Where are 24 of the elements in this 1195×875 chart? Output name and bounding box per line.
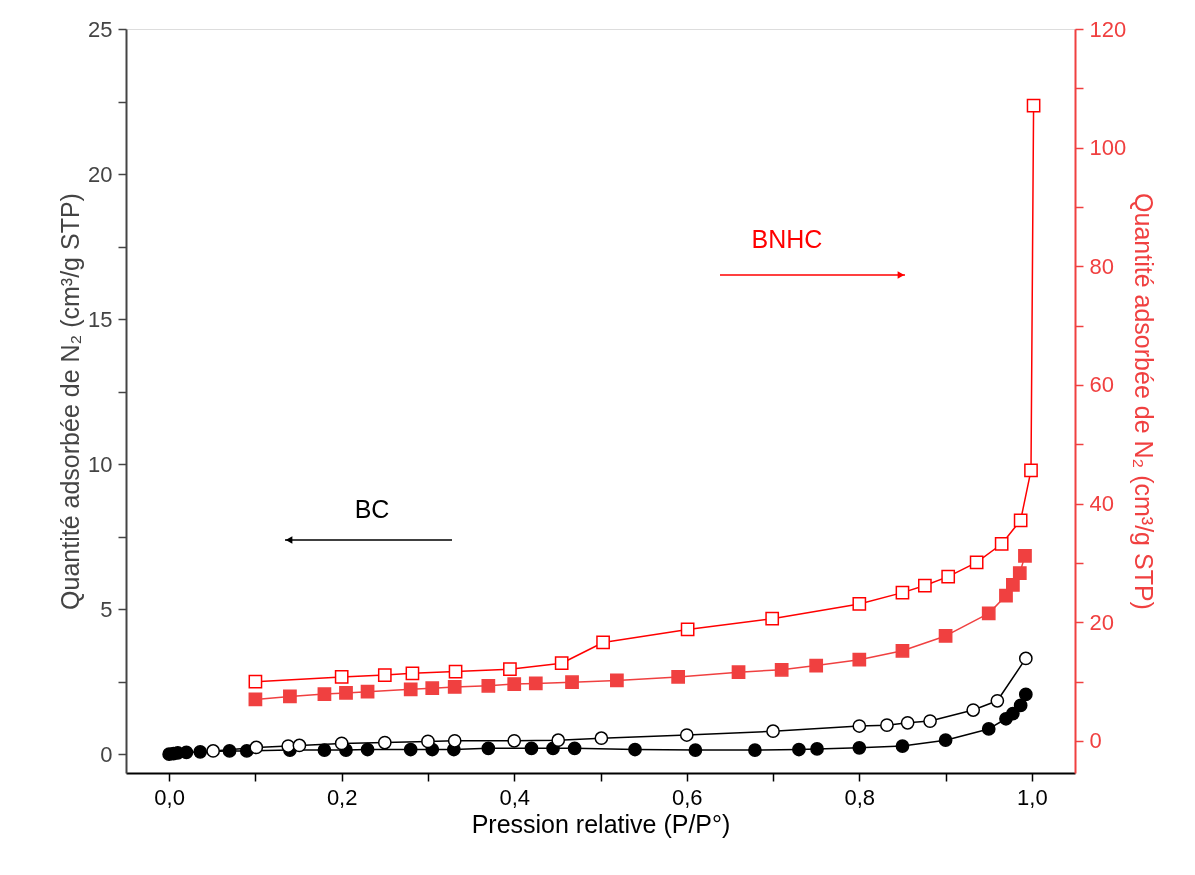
y-tick-label: 20	[88, 161, 113, 187]
x-axis-title: Pression relative (P/P°)	[471, 809, 731, 838]
annotation: BC	[354, 495, 390, 523]
y-tick-label: 5	[100, 596, 113, 622]
y2-tick-label: 0	[1089, 728, 1102, 754]
y-tick-label: 10	[88, 451, 113, 477]
y-tick-label: 25	[88, 16, 113, 42]
x-tick-label: 0,0	[154, 784, 185, 810]
y2-tick-label: 40	[1089, 491, 1114, 517]
y2-tick-label: 20	[1089, 609, 1114, 635]
annotation: BNHC	[751, 225, 823, 253]
y-tick-label: 0	[100, 741, 113, 767]
x-tick-label: 0,8	[844, 784, 876, 810]
x-tick-label: 0,4	[499, 784, 531, 810]
y2-tick-label: 100	[1089, 135, 1127, 161]
y2-tick-label: 120	[1089, 16, 1127, 42]
x-tick-label: 0,6	[671, 784, 703, 810]
y-axis-title: Quantité adsorbée de N₂ (cm³/g STP)	[56, 193, 85, 610]
y2-tick-label: 60	[1089, 372, 1114, 398]
x-tick-label: 0,2	[326, 784, 358, 810]
y-tick-label: 15	[88, 306, 113, 332]
y2-axis-title: Quantité adsorbée de N₂ (cm³/g STP)	[1130, 193, 1159, 610]
y2-tick-label: 80	[1089, 253, 1114, 279]
x-tick-label: 1,0	[1017, 784, 1048, 810]
